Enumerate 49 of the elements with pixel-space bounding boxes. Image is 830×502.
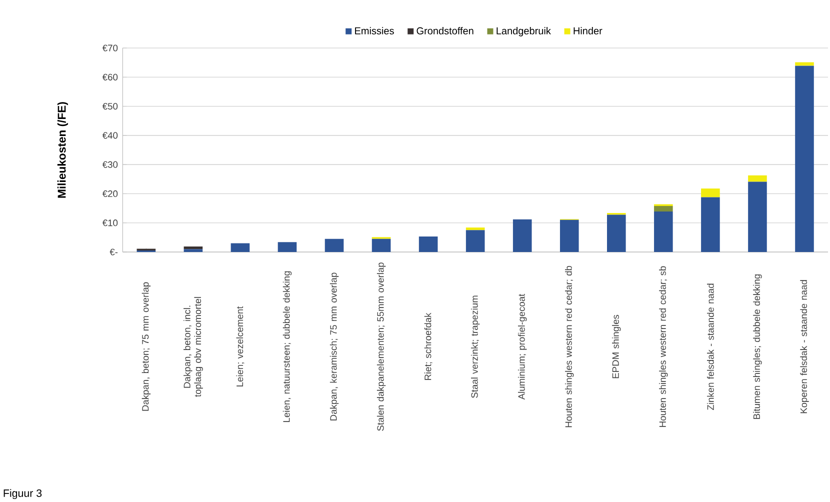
x-tick-label: Bitumen shingles; dubbele dekking xyxy=(753,274,762,419)
x-tick-label: Riet; schroefdak xyxy=(424,312,432,380)
bar xyxy=(466,228,485,230)
x-tick-label: EPDM shingles xyxy=(612,314,621,378)
bar xyxy=(748,182,767,252)
x-tick-label: Koperen felsdak - staande naad xyxy=(800,280,809,414)
x-tick-label: Stalen dakpanelementen; 55mm overlap xyxy=(376,262,386,431)
legend-label: Landgebruik xyxy=(496,27,551,36)
x-tick-label: Houten shingles western red cedar; db xyxy=(565,266,574,428)
legend-label: Emissies xyxy=(355,27,394,34)
bar xyxy=(748,175,767,182)
y-tick-label: €20 xyxy=(102,190,118,198)
x-tick-label: Staal verzinkt; trapezium xyxy=(470,296,480,398)
x-tick-label: Dakpan, beton, incl. toplaag obv micromortel xyxy=(184,297,203,397)
bar xyxy=(560,220,579,252)
text: Figuur 3 xyxy=(4,489,42,500)
x-tick-label: Houten shingles western red cedar; sb xyxy=(659,266,668,427)
bar xyxy=(230,243,250,252)
legend-label: Hinder xyxy=(574,27,602,34)
bar xyxy=(795,66,814,252)
y-tick-label: €10 xyxy=(102,220,118,226)
y-axis-title: Milieukosten (/FE) xyxy=(57,102,68,198)
y-tick-label: €- xyxy=(110,248,118,256)
y-tick-label: €60 xyxy=(102,74,118,80)
bar xyxy=(184,246,203,250)
x-tick-label: Dakpan, keramisch; 75 mm overlap xyxy=(330,272,339,420)
bar xyxy=(654,211,673,252)
x-tick-label: Aluminium; profiel-gecoat xyxy=(518,294,527,400)
bar xyxy=(466,230,485,252)
y-tick-label: €70 xyxy=(102,44,118,52)
y-tick-label: €50 xyxy=(102,102,118,110)
bar xyxy=(654,206,673,212)
bar xyxy=(607,214,626,252)
bar xyxy=(372,238,391,252)
x-tick-label: Leien, natuursteen; dubbele dekking xyxy=(282,271,292,422)
bar xyxy=(795,62,814,66)
bar xyxy=(184,249,203,252)
y-tick-label: €40 xyxy=(102,132,118,139)
bar xyxy=(512,219,532,252)
bar xyxy=(701,188,720,198)
bar xyxy=(701,197,720,252)
bar xyxy=(278,242,297,252)
x-tick-label: Leien; vezelcement xyxy=(236,306,244,386)
bar xyxy=(324,238,344,252)
x-tick-label: Zinken felsdak - staande naad xyxy=(707,284,714,410)
x-tick-label: Dakpan, beton; 75 mm overlap xyxy=(142,282,151,411)
legend-label: Grondstoffen xyxy=(416,27,474,34)
y-tick-label: €30 xyxy=(102,161,118,168)
bar xyxy=(418,236,438,252)
